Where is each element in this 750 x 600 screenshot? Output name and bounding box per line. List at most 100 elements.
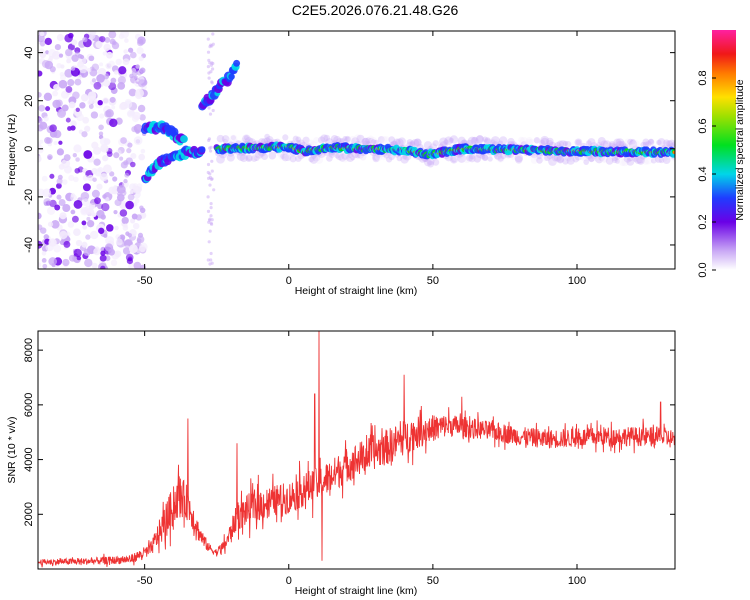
spectrogram-cell: [39, 31, 45, 37]
spectrogram-cell: [111, 105, 116, 110]
spectrogram-cell: [361, 137, 370, 146]
spectrogram-cell: [206, 258, 210, 262]
spectrogram-cell: [642, 138, 650, 146]
spectrogram-cell: [44, 37, 52, 46]
spectrogram-cell: [43, 234, 50, 240]
spectrogram-cell: [631, 139, 640, 149]
spectrogram-cell: [70, 66, 76, 71]
spectrogram-cell: [124, 172, 130, 178]
spectrogram-cell: [58, 53, 64, 58]
spectrogram-cell: [208, 217, 212, 221]
spectrogram-cell: [58, 140, 63, 145]
spectrogram-cell: [443, 139, 449, 145]
spectrogram-cell: [457, 153, 467, 163]
spectrogram-cell: [208, 183, 212, 187]
spectrogram-x-ticks: -50 0 50 100: [137, 31, 586, 287]
colorbar-tick-label: 0.8: [697, 70, 709, 85]
spectrogram-cell: [74, 47, 81, 54]
spectrogram-cell: [393, 138, 401, 147]
spectrogram-cell: [580, 155, 587, 162]
spectrogram-cell: [482, 136, 488, 143]
spectrogram-cell: [396, 155, 403, 162]
spectrogram-cell: [137, 104, 146, 113]
spectrogram-cell: [111, 41, 120, 50]
spectrogram-cell: [98, 131, 104, 136]
spectrogram-cell: [198, 146, 206, 153]
spectrogram-cell: [499, 136, 508, 145]
spectrogram-cell: [79, 102, 86, 109]
spectrogram-cell: [533, 137, 540, 144]
spectrogram-cell: [130, 218, 136, 224]
spectrogram-cell: [129, 51, 137, 59]
spectrogram-y-tick-label: -40: [23, 237, 35, 253]
spectrogram-cell: [380, 153, 388, 161]
spectrogram-cell: [86, 67, 92, 73]
spectrogram-cell: [75, 239, 83, 247]
spectrogram-cell: [566, 156, 575, 165]
spectrogram-cell: [116, 193, 125, 202]
spectrogram-cell: [208, 146, 212, 150]
spectrogram-cell: [51, 220, 60, 229]
spectrogram-cell: [102, 97, 110, 105]
spectrogram-cell: [605, 157, 614, 165]
spectrogram-cell: [38, 70, 43, 77]
spectrogram-cell: [209, 206, 213, 210]
spectrogram-cell: [39, 139, 44, 144]
spectrogram-cell: [514, 153, 524, 163]
spectrogram-cell: [44, 60, 54, 70]
spectrogram-cell: [295, 136, 302, 143]
spectrogram-cell: [340, 154, 350, 163]
spectrogram-cell: [613, 138, 622, 147]
spectrogram-cell: [283, 152, 292, 161]
spectrogram-cell: [102, 155, 109, 162]
snr-series-line: [38, 331, 675, 568]
spectrogram-cell: [264, 133, 270, 140]
spectrogram-cell: [109, 118, 118, 128]
spectrogram-cell: [131, 70, 138, 77]
spectrogram-cell: [540, 137, 549, 146]
spectrogram-cell: [320, 134, 329, 143]
spectrogram-cell: [236, 152, 246, 161]
spectrogram-cell: [448, 137, 454, 143]
spectrogram-cell: [263, 137, 271, 144]
spectrogram-cell: [86, 216, 91, 221]
spectrogram-cell: [97, 166, 104, 173]
spectrogram-cell: [409, 141, 416, 148]
spectrogram-cell: [597, 136, 606, 145]
spectrogram-cell: [52, 99, 61, 109]
spectrogram-cell: [308, 139, 315, 146]
spectrogram-cell: [621, 158, 629, 167]
spectrogram-cell: [207, 240, 211, 244]
spectrogram-cell: [93, 146, 102, 155]
spectrogram-cell: [373, 139, 379, 146]
spectrogram-cell: [41, 175, 48, 182]
spectrogram-cell: [210, 169, 214, 173]
spectrogram-cell: [65, 117, 71, 123]
spectrogram-cell: [95, 41, 103, 49]
spectrogram-cell: [38, 145, 44, 154]
spectrogram-cell: [56, 194, 62, 200]
spectrogram-cell: [41, 258, 47, 263]
spectrogram-cell: [133, 202, 138, 207]
spectrogram-cell: [619, 141, 626, 148]
spectrogram-cell: [490, 139, 496, 146]
snr-x-tick-label: 0: [286, 575, 292, 587]
spectrogram-cell: [551, 156, 559, 164]
spectrogram-cell: [465, 154, 474, 162]
spectrogram-cell: [636, 154, 646, 164]
spectrogram-cell: [98, 35, 106, 43]
spectrogram-cell: [48, 257, 58, 266]
spectrogram-cell: [38, 224, 43, 231]
spectrogram-cell: [206, 37, 210, 41]
spectrogram-cell: [114, 225, 119, 231]
spectrogram-x-tick-label: 0: [286, 275, 292, 287]
spectrogram-cell: [567, 156, 574, 163]
spectrogram-y-tick-label: -20: [23, 189, 35, 205]
spectrogram-cell: [82, 36, 88, 43]
spectrogram-cell: [644, 155, 653, 165]
spectrogram-cell: [206, 50, 211, 54]
spectrogram-cell: [585, 140, 592, 147]
spectrogram-cell: [120, 137, 128, 144]
spectrogram-cell: [131, 213, 138, 220]
snr-panel: -50 0 50 100 2000 4000 6000 8000 Height of str…: [6, 330, 676, 597]
